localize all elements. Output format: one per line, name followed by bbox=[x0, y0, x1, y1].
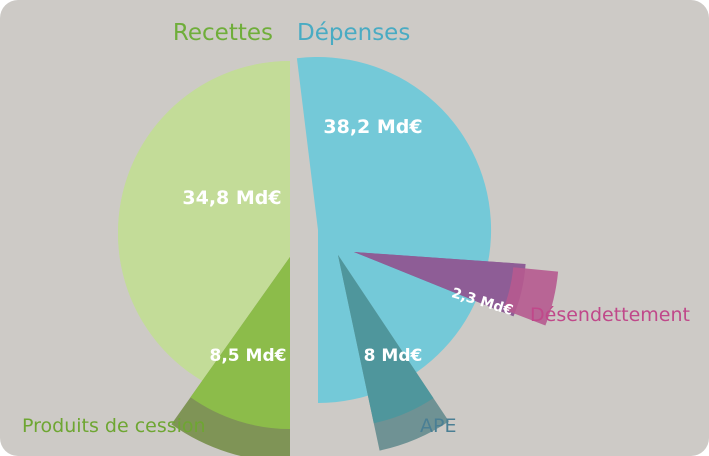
value-label-ape: 8 Md€ bbox=[364, 346, 423, 366]
slice-label-produits-de-cession: Produits de cession bbox=[22, 415, 206, 437]
group-label-depenses: Dépenses bbox=[297, 20, 410, 46]
slice-recettes-remainder bbox=[117, 61, 291, 374]
value-label-recettes-main: 34,8 Md€ bbox=[182, 187, 281, 209]
value-label-depenses-main: 38,2 Md€ bbox=[323, 116, 422, 138]
slice-produits-de-cession bbox=[190, 257, 290, 429]
slice-desendettement-core bbox=[354, 252, 514, 312]
slice-label-ape: APE bbox=[420, 415, 456, 437]
slice-depenses-main bbox=[296, 57, 492, 404]
group-label-recettes: Recettes bbox=[173, 20, 273, 46]
value-label-produits-de-cession: 8,5 Md€ bbox=[210, 346, 287, 366]
slice-ape bbox=[338, 255, 434, 424]
slice-label-desendettement: Désendettement bbox=[530, 304, 690, 326]
